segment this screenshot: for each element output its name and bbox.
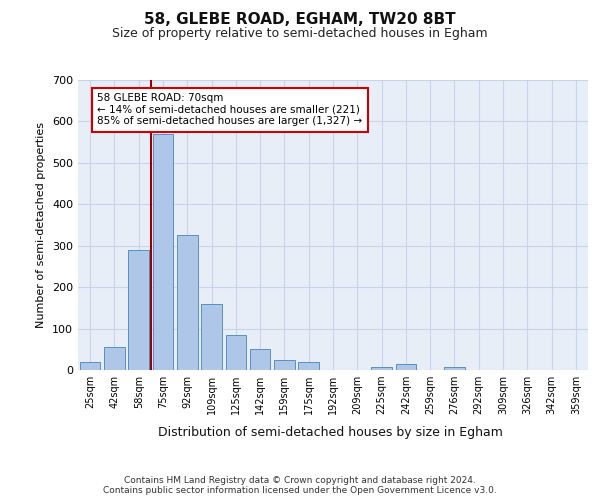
Text: Contains HM Land Registry data © Crown copyright and database right 2024.
Contai: Contains HM Land Registry data © Crown c… [103,476,497,495]
Bar [274,360,295,370]
Text: Distribution of semi-detached houses by size in Egham: Distribution of semi-detached houses by … [158,426,502,439]
Bar [104,347,125,370]
Bar [395,364,416,370]
Text: 58, GLEBE ROAD, EGHAM, TW20 8BT: 58, GLEBE ROAD, EGHAM, TW20 8BT [144,12,456,28]
Bar [152,134,173,370]
Bar [226,335,246,370]
Bar [177,236,197,370]
Bar [371,366,392,370]
Bar [128,250,149,370]
Bar [444,366,465,370]
Bar [298,362,319,370]
Bar [250,350,271,370]
Bar [201,304,222,370]
Bar [80,362,100,370]
Text: 58 GLEBE ROAD: 70sqm
← 14% of semi-detached houses are smaller (221)
85% of semi: 58 GLEBE ROAD: 70sqm ← 14% of semi-detac… [97,94,362,126]
Text: Size of property relative to semi-detached houses in Egham: Size of property relative to semi-detach… [112,28,488,40]
Y-axis label: Number of semi-detached properties: Number of semi-detached properties [37,122,46,328]
